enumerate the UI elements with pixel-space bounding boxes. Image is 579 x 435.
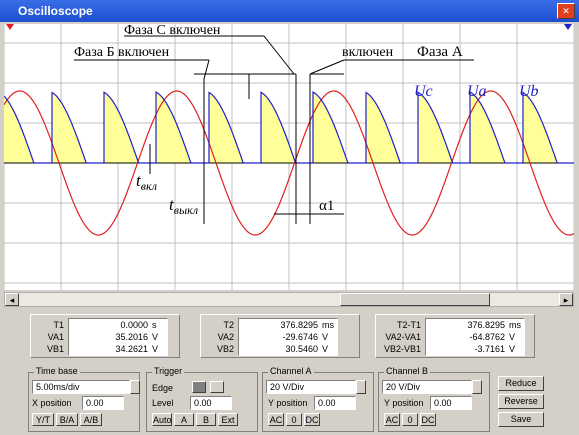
close-button[interactable]: ✕ — [557, 3, 575, 19]
group-title: Trigger — [152, 366, 185, 376]
position-label: Y position — [268, 398, 308, 408]
group-title: Channel A — [268, 366, 314, 376]
spin[interactable] — [130, 380, 140, 394]
action-button[interactable]: Reduce — [498, 376, 544, 391]
spin[interactable] — [356, 380, 366, 394]
readout-value: 30.5460 — [285, 344, 318, 354]
readout-value: 0.0000 — [120, 320, 148, 330]
title-bar — [0, 0, 579, 22]
toggle-button[interactable]: AC — [384, 413, 400, 426]
readout-unit: V — [152, 332, 159, 342]
annotation: включен — [342, 45, 394, 60]
readout-unit: V — [322, 344, 329, 354]
toggle-button[interactable]: A/B — [80, 413, 102, 426]
phase-label: Uc — [414, 83, 433, 100]
annotation: Фаза А — [417, 44, 463, 60]
scale-select[interactable]: 20 V/Div — [266, 380, 356, 394]
t-symbol: t — [136, 171, 142, 190]
t-subscript: вкл — [141, 179, 157, 193]
toggle-button[interactable]: DC — [304, 413, 320, 426]
position-label: Y position — [384, 398, 424, 408]
edge-fall[interactable] — [210, 381, 224, 393]
readout-unit: V — [509, 332, 516, 342]
level-label: Level — [152, 398, 174, 408]
readout-label: T2-T1 — [396, 320, 421, 330]
readout-value: -64.8762 — [469, 332, 505, 342]
control-group — [146, 372, 258, 432]
readout-unit: V — [152, 344, 159, 354]
readout-unit: V — [509, 344, 516, 354]
position-input[interactable]: 0.00 — [314, 396, 356, 410]
toggle-button[interactable]: 0 — [402, 413, 418, 426]
readout-value: -29.6746 — [282, 332, 318, 342]
position-label: X position — [32, 398, 72, 408]
spin[interactable] — [472, 380, 482, 394]
action-button[interactable]: Reverse — [498, 394, 544, 409]
position-input[interactable]: 0.00 — [82, 396, 124, 410]
scroll-thumb[interactable] — [340, 293, 490, 306]
toggle-button[interactable]: B/A — [56, 413, 78, 426]
toggle-button[interactable]: A — [174, 413, 194, 426]
group-title: Channel B — [384, 366, 431, 376]
readout-group — [200, 314, 360, 358]
readout-label: VA1 — [47, 332, 64, 342]
readout-value: 35.2016 — [115, 332, 148, 342]
readout-label: T2 — [223, 320, 234, 330]
readout-box — [238, 318, 338, 356]
level-input[interactable]: 0.00 — [190, 396, 232, 410]
toggle-button[interactable]: 0 — [286, 413, 302, 426]
readout-value: 376.8295 — [280, 320, 318, 330]
annotation: Фаза С включен — [124, 24, 221, 38]
readout-unit: ms — [322, 320, 334, 330]
readout-label: VB1 — [46, 344, 64, 354]
readout-group — [30, 314, 180, 358]
readout-label: VA2-VA1 — [385, 332, 421, 342]
control-group — [28, 372, 140, 432]
group-title: Time base — [34, 366, 80, 376]
toggle-button[interactable]: Y/T — [32, 413, 54, 426]
toggle-button[interactable]: AC — [268, 413, 284, 426]
scope-screen: Фаза С включен Фаза Б включен включен Фа… — [4, 24, 574, 290]
readout-unit: V — [322, 332, 329, 342]
scale-select[interactable]: 20 V/Div — [382, 380, 472, 394]
annotation: tвыкл — [169, 195, 198, 217]
readout-value: -3.7161 — [474, 344, 505, 354]
annotation: α1 — [319, 198, 334, 214]
readout-unit: ms — [509, 320, 521, 330]
toggle-button[interactable]: B — [196, 413, 216, 426]
action-button[interactable]: Save — [498, 412, 544, 427]
toggle-button[interactable]: DC — [420, 413, 436, 426]
annotation: tвкл — [136, 171, 157, 193]
annotation: Фаза Б включен — [74, 45, 170, 60]
phase-label: Ua — [467, 83, 487, 100]
toggle-button[interactable]: Auto — [152, 413, 172, 426]
scroll-right[interactable]: ▸ — [559, 293, 573, 306]
readout-value: 34.2621 — [115, 344, 148, 354]
readout-label: VA2 — [217, 332, 234, 342]
control-group — [262, 372, 374, 432]
readout-label: T1 — [53, 320, 64, 330]
window-title: Oscilloscope — [18, 4, 93, 18]
readout-box — [68, 318, 168, 356]
scale-select[interactable]: 5.00ms/div — [32, 380, 130, 394]
t-symbol: t — [169, 195, 175, 214]
edge-label: Edge — [152, 383, 174, 393]
readout-label: VB2-VB1 — [383, 344, 421, 354]
readout-label: VB2 — [216, 344, 234, 354]
readout-unit: s — [152, 320, 157, 330]
position-input[interactable]: 0.00 — [430, 396, 472, 410]
toggle-button[interactable]: Ext — [218, 413, 238, 426]
readout-group — [375, 314, 535, 358]
phase-label: Ub — [519, 83, 539, 100]
scroll-left[interactable]: ◂ — [5, 293, 19, 306]
readout-box — [425, 318, 525, 356]
t-subscript: выкл — [174, 203, 198, 217]
control-group — [378, 372, 490, 432]
edge-rise[interactable] — [192, 381, 206, 393]
readout-value: 376.8295 — [467, 320, 505, 330]
